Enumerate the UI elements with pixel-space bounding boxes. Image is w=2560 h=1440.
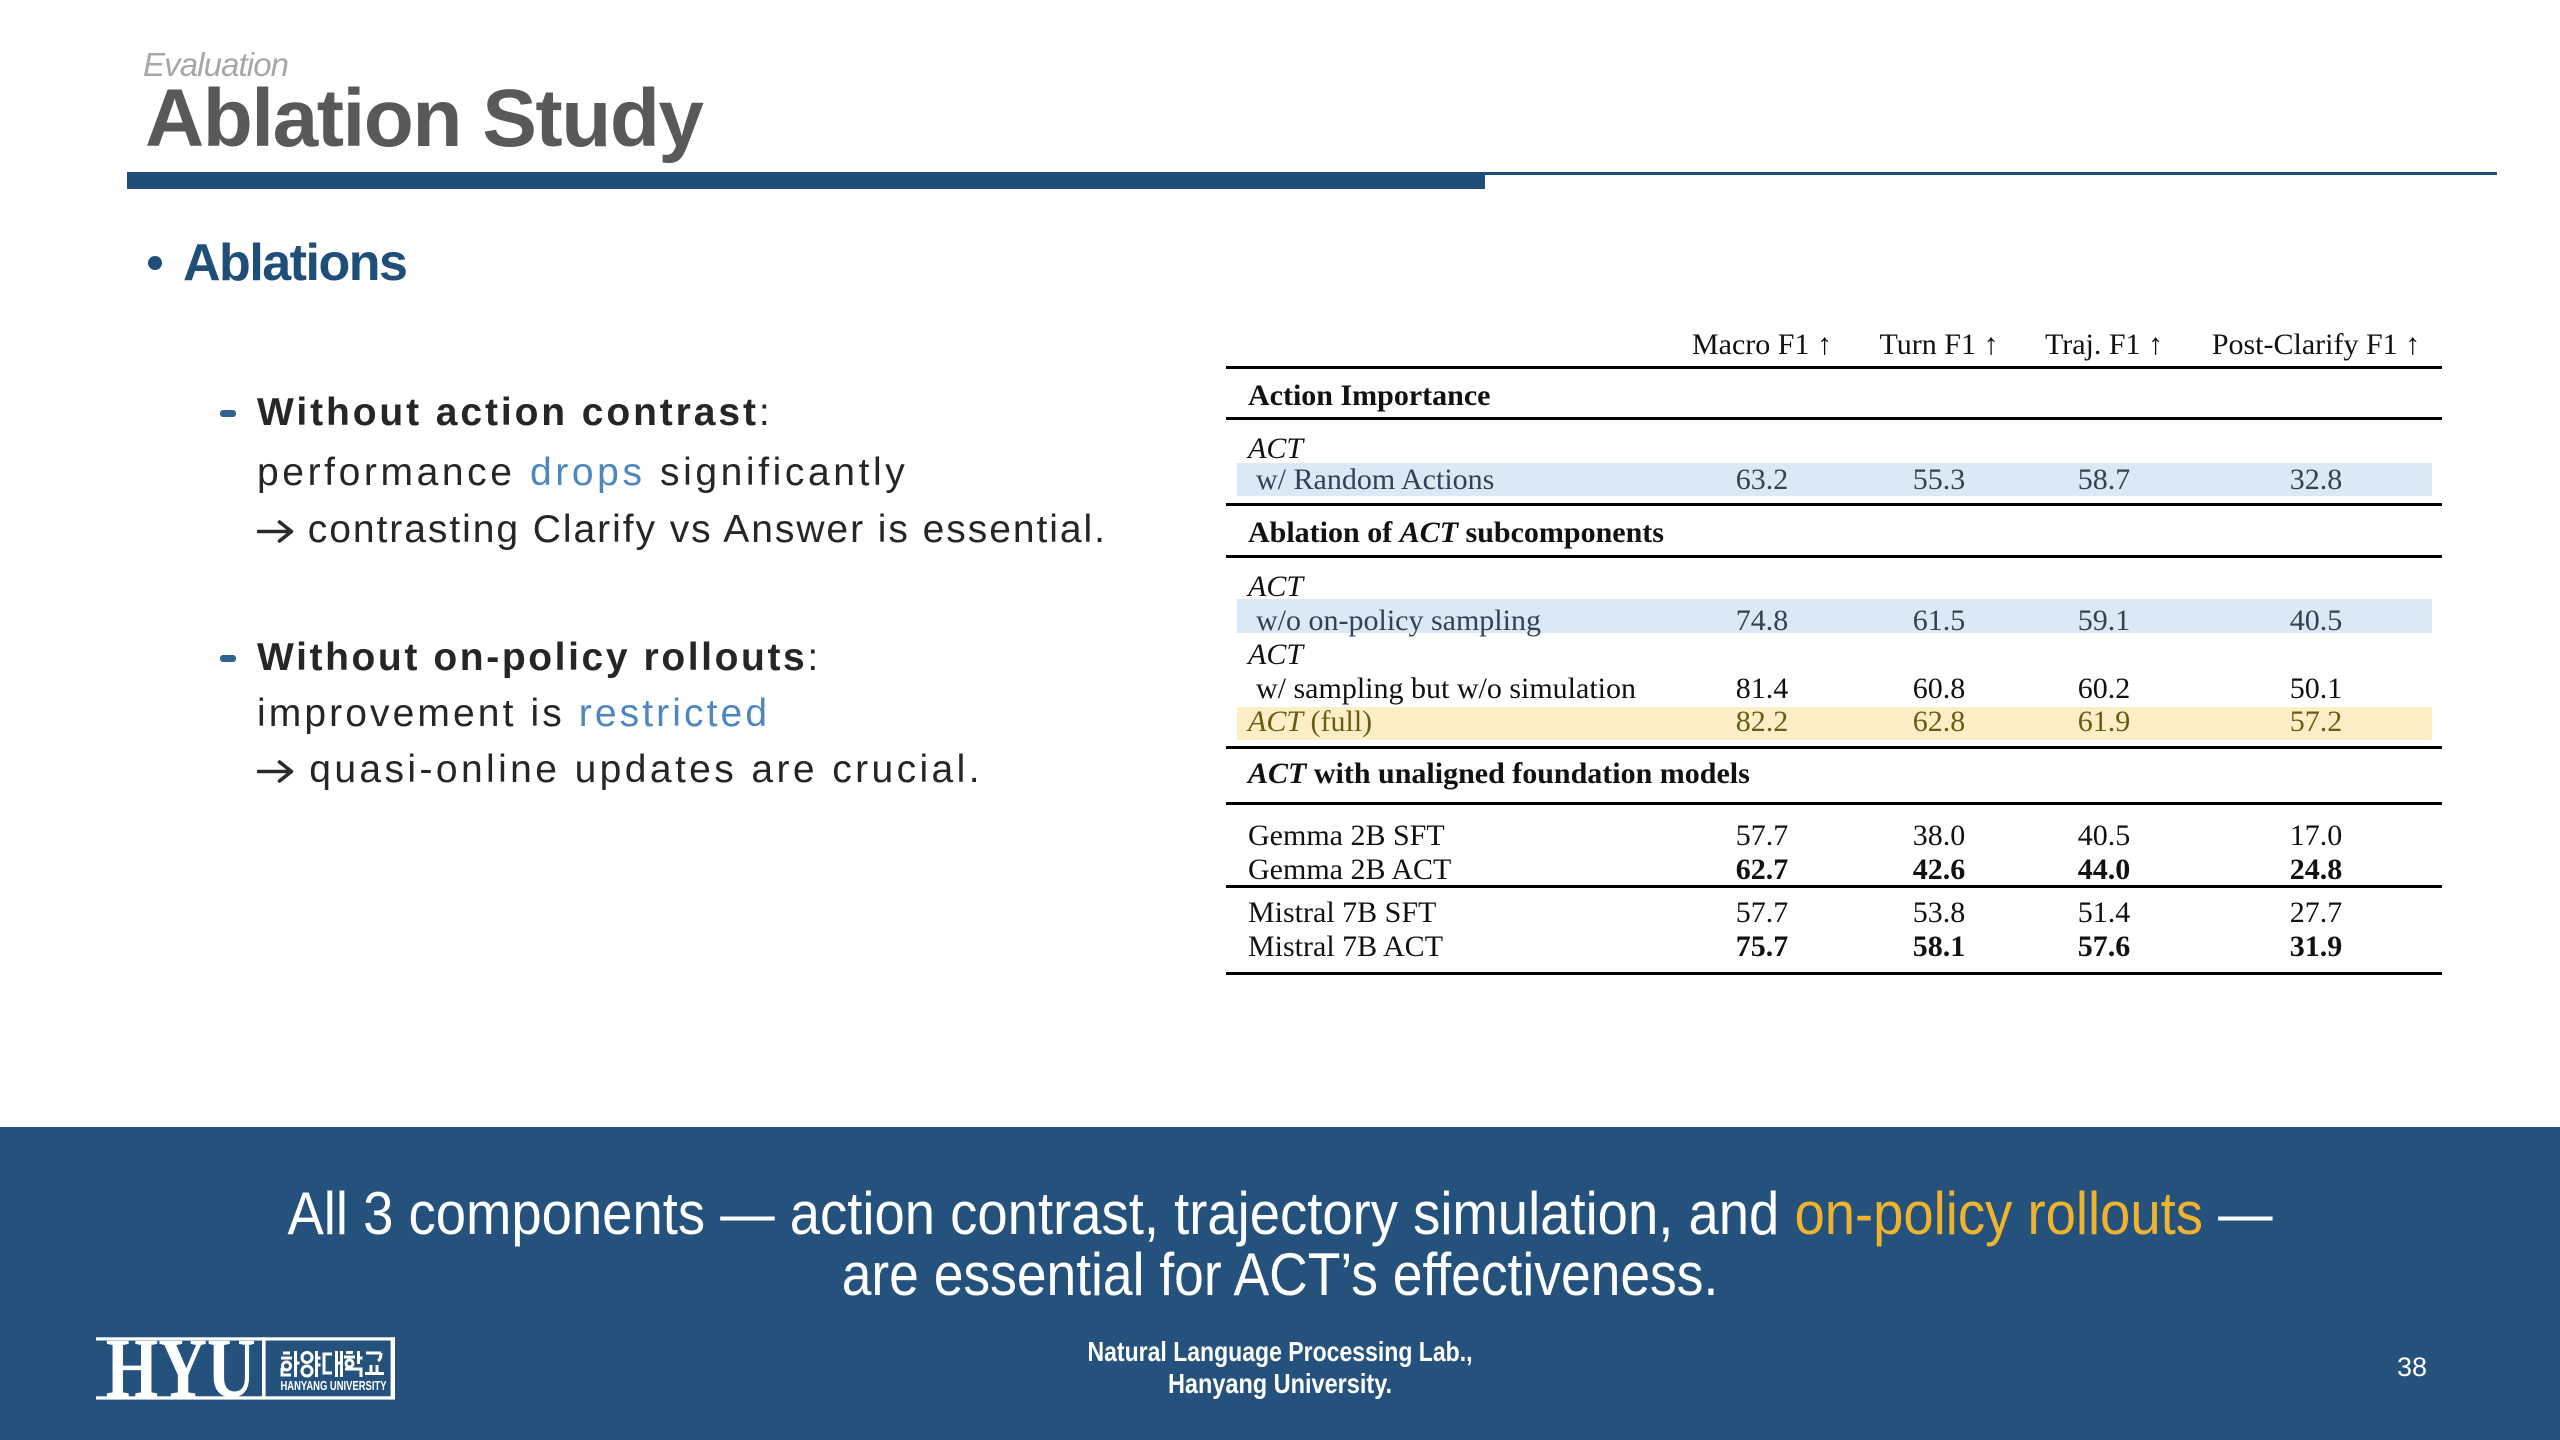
svg-text:HANYANG UNIVERSITY: HANYANG UNIVERSITY bbox=[281, 1378, 387, 1393]
svg-text:HYU: HYU bbox=[106, 1330, 256, 1410]
